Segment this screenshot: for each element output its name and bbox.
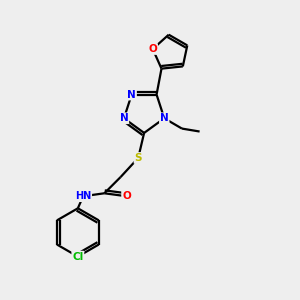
Text: Cl: Cl: [72, 252, 83, 262]
Text: S: S: [134, 153, 142, 163]
Text: O: O: [122, 191, 131, 201]
Text: N: N: [127, 90, 136, 100]
Text: HN: HN: [75, 191, 91, 201]
Text: O: O: [148, 44, 157, 54]
Text: N: N: [120, 113, 128, 123]
Text: N: N: [160, 113, 169, 123]
